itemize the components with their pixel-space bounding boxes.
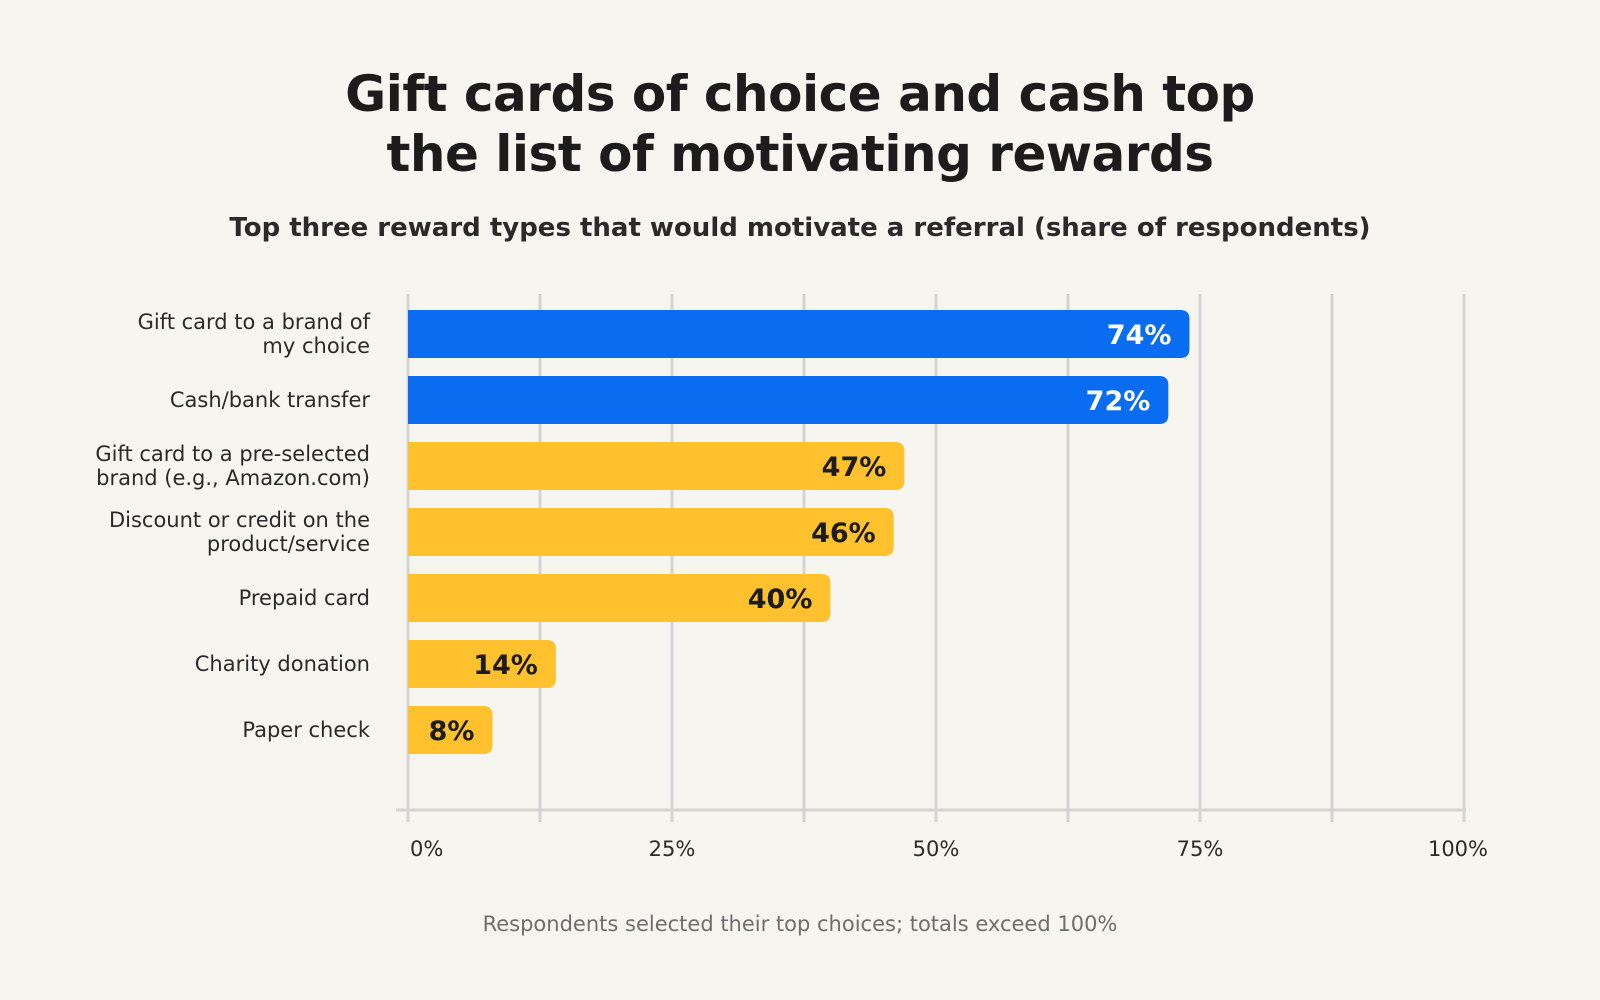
data-label: 40% — [748, 584, 813, 615]
bar — [408, 706, 493, 754]
data-label: 72% — [1086, 386, 1151, 417]
bar — [408, 574, 831, 622]
x-tick-label: 0% — [410, 837, 443, 861]
bar-chart: 0% 25% 50% 75% 100% 74% Gift card to a brand o… — [95, 294, 1488, 861]
category-label: Gift card to a pre-selected — [95, 442, 370, 466]
x-tick-label: 75% — [1177, 837, 1224, 861]
chart-title: Gift cards of choice and cash top the li… — [0, 64, 1600, 184]
category-label: Charity donation — [195, 652, 370, 676]
bar — [408, 640, 556, 688]
data-label: 14% — [473, 650, 538, 681]
data-label: 47% — [822, 452, 887, 483]
bar — [408, 310, 1190, 358]
chart-subtitle: Top three reward types that would motiva… — [229, 213, 1371, 243]
bar — [408, 376, 1169, 424]
category-label: Prepaid card — [239, 586, 370, 610]
x-tick-label: 50% — [913, 837, 960, 861]
bar — [408, 508, 894, 556]
x-tick-label: 25% — [649, 837, 696, 861]
category-label: Gift card to a brand of — [138, 310, 371, 334]
category-label: my choice — [262, 334, 370, 358]
chart-title-line-2: the list of motivating rewards — [386, 125, 1214, 183]
category-label: product/service — [207, 532, 370, 556]
category-label: Cash/bank transfer — [170, 388, 371, 412]
chart-title-line-1: Gift cards of choice and cash top — [345, 65, 1255, 123]
chart-footnote: Respondents selected their top choices; … — [482, 912, 1118, 936]
data-label: 8% — [429, 716, 475, 747]
category-label: Paper check — [242, 718, 370, 742]
category-label: brand (e.g., Amazon.com) — [96, 466, 370, 490]
x-tick-label: 100% — [1428, 837, 1488, 861]
bar — [408, 442, 905, 490]
data-label: 74% — [1107, 320, 1172, 351]
category-label: Discount or credit on the — [109, 508, 370, 532]
data-label: 46% — [811, 518, 876, 549]
